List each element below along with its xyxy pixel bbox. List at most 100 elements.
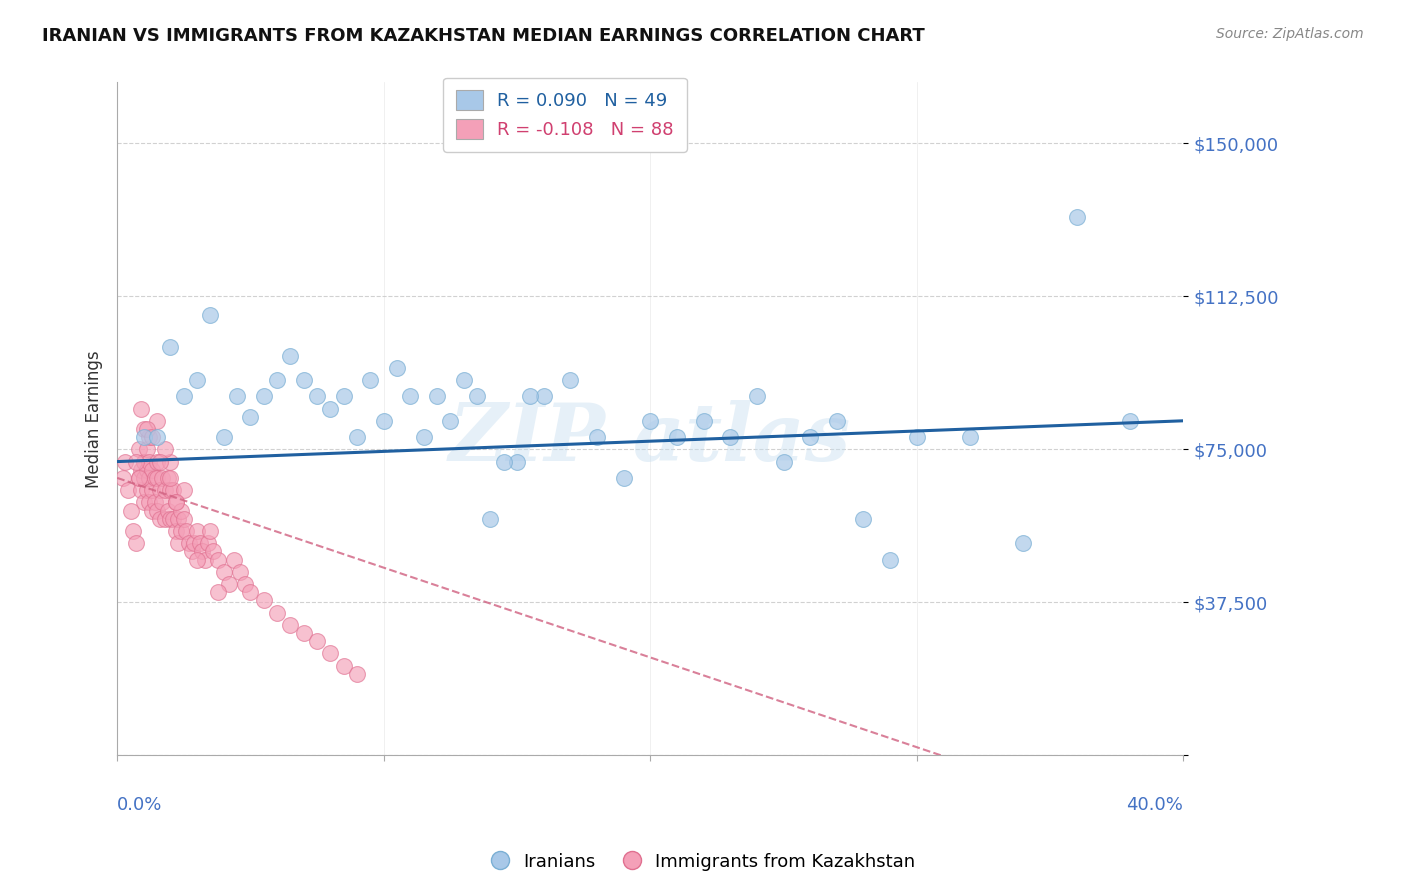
Point xyxy=(373,414,395,428)
Point xyxy=(852,512,875,526)
Point xyxy=(718,430,741,444)
Point xyxy=(146,503,169,517)
Point xyxy=(266,373,288,387)
Point xyxy=(143,471,166,485)
Point xyxy=(200,308,222,322)
Point xyxy=(156,471,179,485)
Point xyxy=(152,471,174,485)
Point xyxy=(173,512,195,526)
Point xyxy=(465,389,488,403)
Point xyxy=(385,360,408,375)
Point xyxy=(207,585,229,599)
Point xyxy=(224,552,246,566)
Point xyxy=(212,565,235,579)
Point xyxy=(143,495,166,509)
Point xyxy=(638,414,661,428)
Point xyxy=(1119,414,1142,428)
Text: IRANIAN VS IMMIGRANTS FROM KAZAKHSTAN MEDIAN EARNINGS CORRELATION CHART: IRANIAN VS IMMIGRANTS FROM KAZAKHSTAN ME… xyxy=(42,27,925,45)
Point xyxy=(212,430,235,444)
Point xyxy=(179,536,201,550)
Point xyxy=(141,463,163,477)
Point xyxy=(159,483,181,497)
Point xyxy=(122,524,145,538)
Point xyxy=(138,430,160,444)
Point xyxy=(129,463,152,477)
Point xyxy=(128,471,150,485)
Point xyxy=(239,585,262,599)
Point xyxy=(125,536,148,550)
Point xyxy=(332,658,354,673)
Legend: R = 0.090   N = 49, R = -0.108   N = 88: R = 0.090 N = 49, R = -0.108 N = 88 xyxy=(443,78,686,152)
Text: ZIP atlas: ZIP atlas xyxy=(449,401,852,478)
Point xyxy=(207,552,229,566)
Point xyxy=(135,422,157,436)
Point xyxy=(165,524,187,538)
Point xyxy=(149,512,172,526)
Point xyxy=(307,389,329,403)
Point xyxy=(253,389,276,403)
Point xyxy=(1066,210,1088,224)
Point xyxy=(426,389,449,403)
Point xyxy=(879,552,901,566)
Point xyxy=(132,422,155,436)
Point xyxy=(186,373,208,387)
Point xyxy=(153,512,176,526)
Text: 40.0%: 40.0% xyxy=(1126,796,1184,814)
Legend: Iranians, Immigrants from Kazakhstan: Iranians, Immigrants from Kazakhstan xyxy=(484,846,922,879)
Point xyxy=(149,483,172,497)
Point xyxy=(159,512,181,526)
Point xyxy=(159,340,181,354)
Point xyxy=(1012,536,1035,550)
Point xyxy=(307,634,329,648)
Point xyxy=(233,577,256,591)
Point xyxy=(114,454,136,468)
Point xyxy=(280,349,302,363)
Point xyxy=(159,454,181,468)
Point xyxy=(138,471,160,485)
Point xyxy=(170,503,193,517)
Point xyxy=(152,495,174,509)
Point xyxy=(346,666,368,681)
Point xyxy=(292,626,315,640)
Point xyxy=(825,414,848,428)
Point xyxy=(332,389,354,403)
Point xyxy=(183,536,205,550)
Point xyxy=(129,401,152,416)
Point xyxy=(194,552,217,566)
Point xyxy=(319,401,342,416)
Point xyxy=(197,536,219,550)
Point xyxy=(165,495,187,509)
Point xyxy=(188,536,211,550)
Point xyxy=(159,471,181,485)
Point xyxy=(191,544,214,558)
Point xyxy=(253,593,276,607)
Point xyxy=(135,442,157,457)
Point xyxy=(153,483,176,497)
Point xyxy=(202,544,225,558)
Point xyxy=(239,409,262,424)
Point xyxy=(138,454,160,468)
Point xyxy=(266,606,288,620)
Point xyxy=(533,389,555,403)
Point xyxy=(218,577,240,591)
Point xyxy=(959,430,981,444)
Point xyxy=(772,454,794,468)
Point xyxy=(506,454,529,468)
Point xyxy=(149,454,172,468)
Point xyxy=(125,454,148,468)
Point xyxy=(799,430,821,444)
Point xyxy=(141,503,163,517)
Point xyxy=(111,471,134,485)
Point xyxy=(170,524,193,538)
Point xyxy=(141,430,163,444)
Point xyxy=(132,454,155,468)
Point xyxy=(292,373,315,387)
Point xyxy=(173,389,195,403)
Y-axis label: Median Earnings: Median Earnings xyxy=(86,350,103,488)
Point xyxy=(129,483,152,497)
Point xyxy=(162,512,184,526)
Point xyxy=(665,430,688,444)
Point xyxy=(128,442,150,457)
Point xyxy=(186,552,208,566)
Point xyxy=(173,483,195,497)
